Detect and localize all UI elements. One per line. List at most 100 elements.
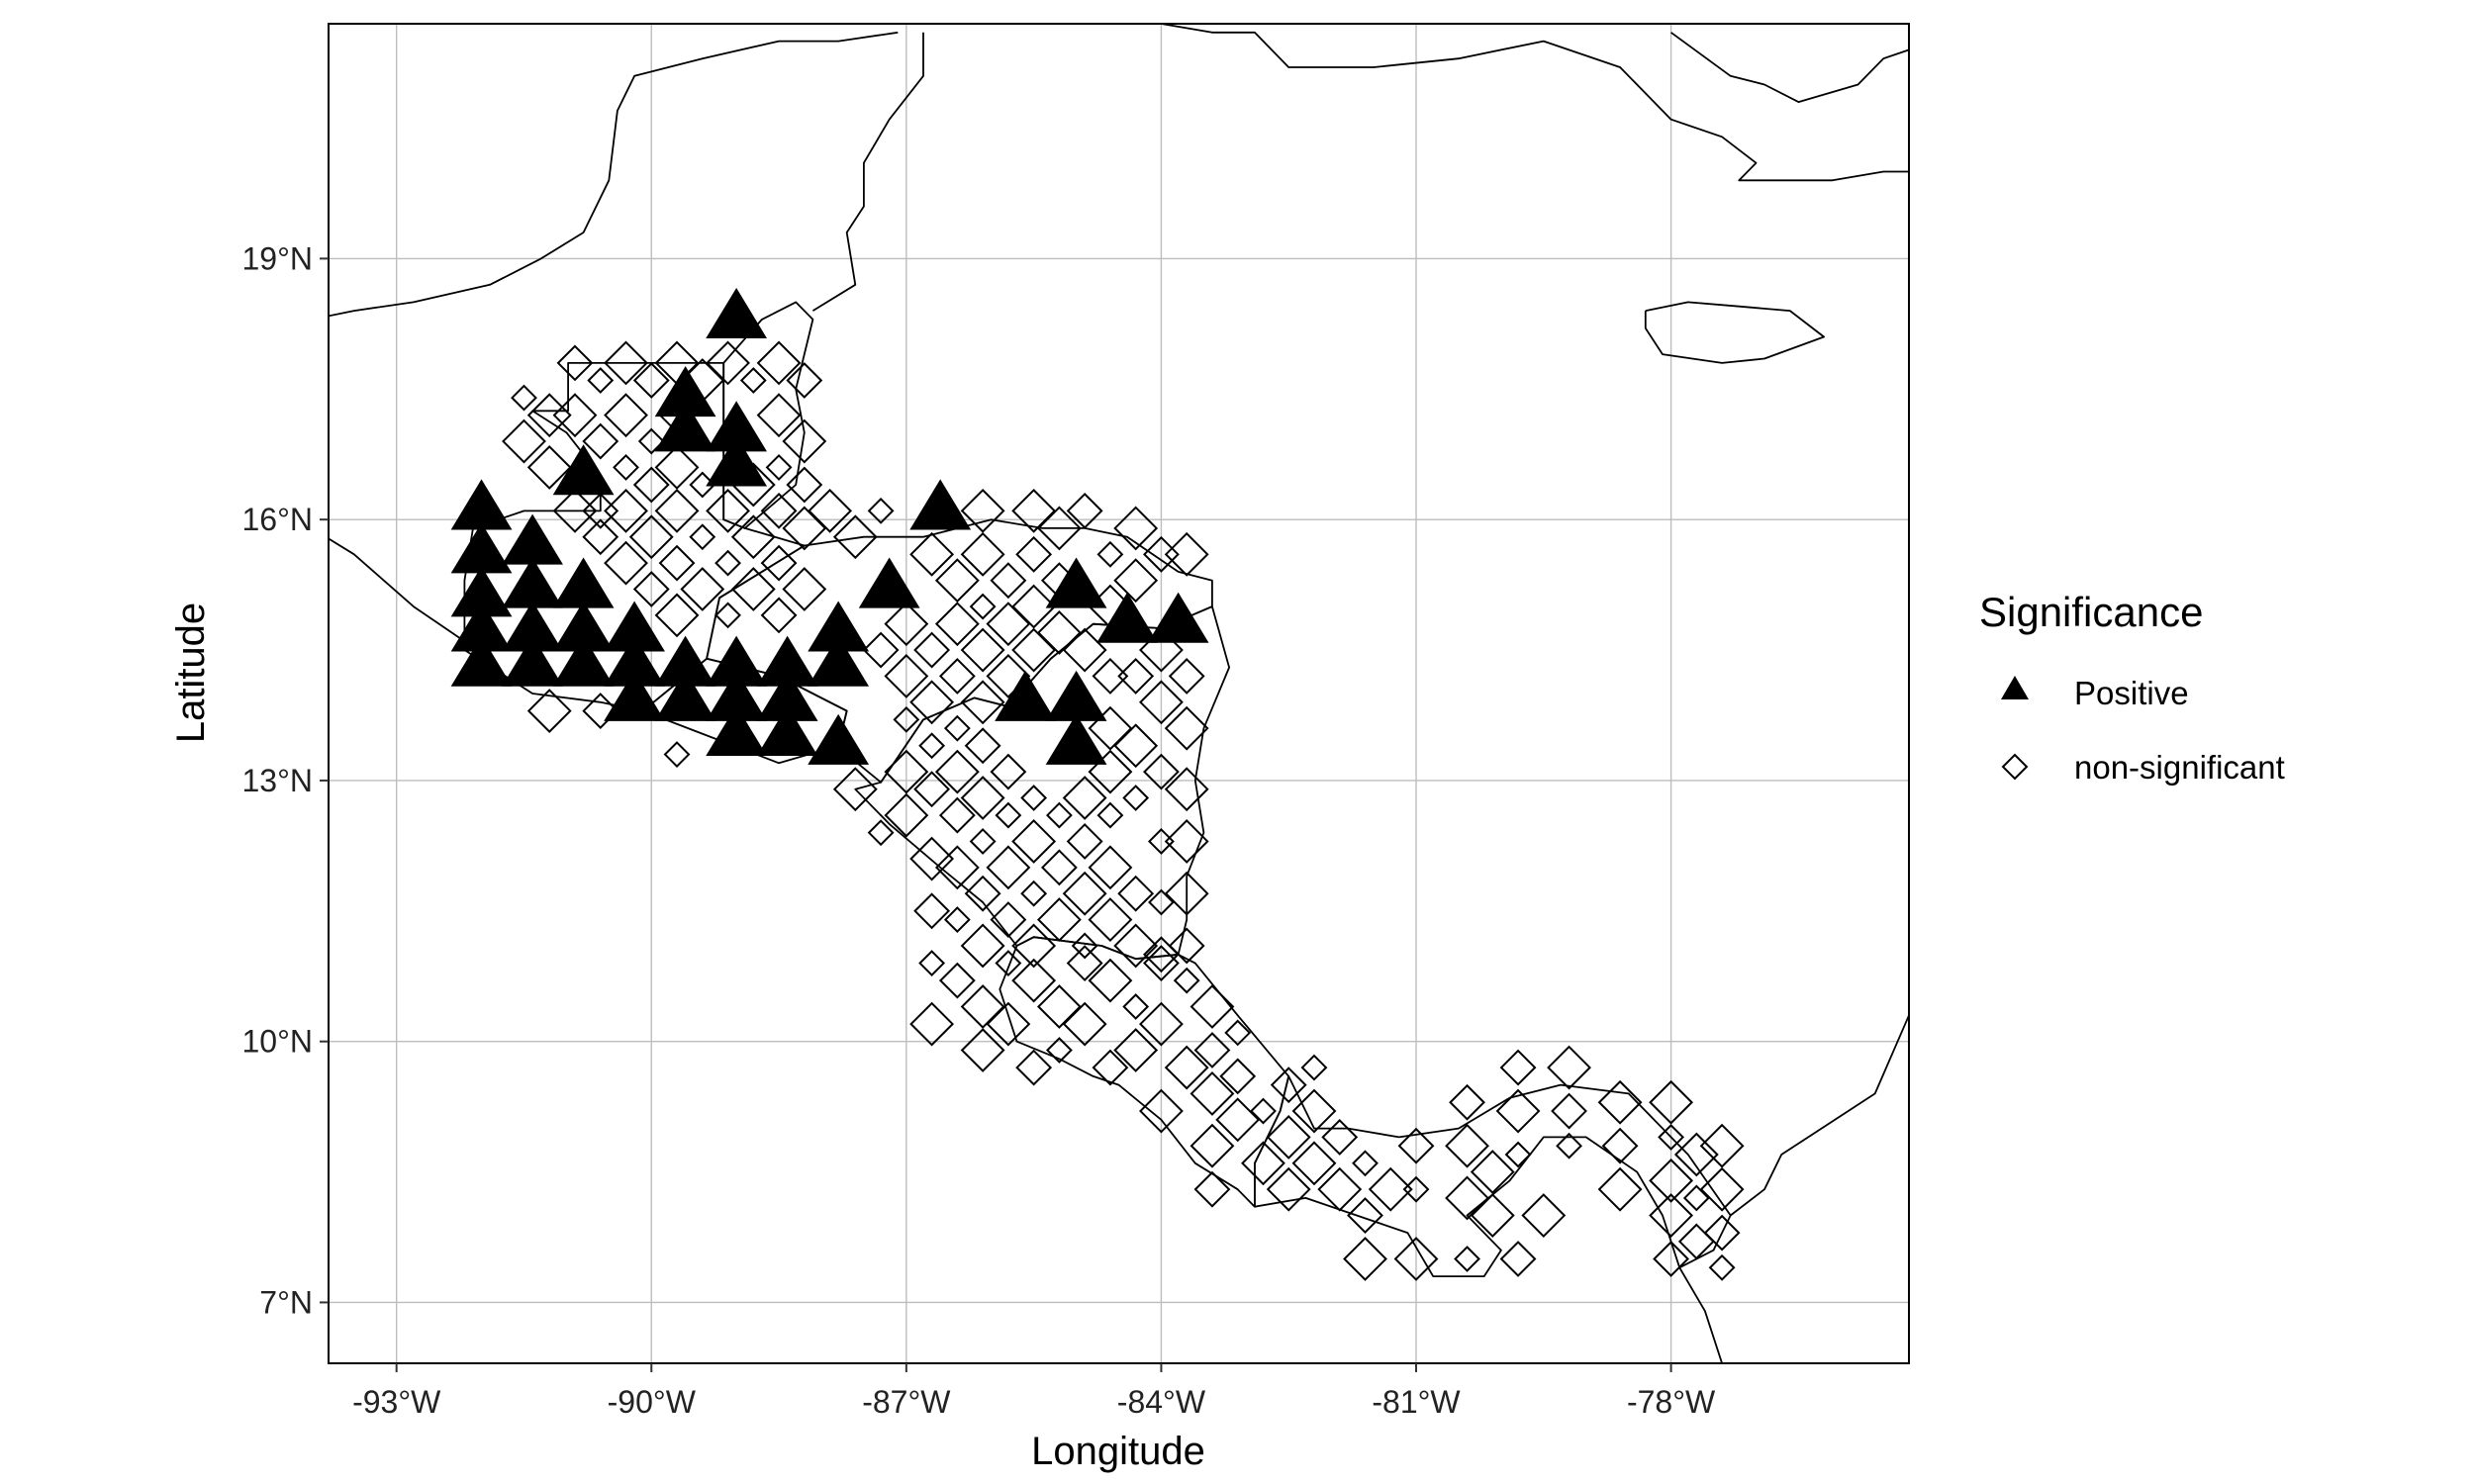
non-significant-point — [909, 531, 955, 577]
non-significant-point — [1036, 610, 1082, 655]
non-significant-point — [1139, 627, 1184, 673]
non-significant-point — [782, 567, 827, 611]
non-significant-point — [1266, 1166, 1311, 1212]
non-significant-point — [613, 453, 639, 481]
non-significant-point — [1092, 1049, 1129, 1086]
positive-point — [706, 435, 768, 487]
non-significant-point — [1071, 932, 1098, 960]
non-significant-point — [884, 792, 929, 838]
positive-point — [808, 635, 870, 687]
positive-point — [706, 287, 768, 339]
non-significant-point — [511, 384, 537, 412]
non-significant-point — [1445, 1123, 1489, 1168]
non-significant-point — [1011, 958, 1057, 1003]
non-significant-point — [654, 444, 700, 490]
non-significant-point — [884, 654, 929, 698]
non-significant-point — [1673, 1132, 1719, 1177]
cuba-south-coast — [1107, 24, 1909, 182]
non-significant-point — [1682, 1184, 1710, 1212]
positive-point — [552, 635, 615, 687]
non-significant-point — [1113, 923, 1159, 969]
non-significant-point — [909, 1001, 955, 1047]
positive-point — [1045, 557, 1107, 608]
non-significant-point — [934, 602, 980, 647]
non-significant-point — [1113, 1028, 1159, 1072]
non-significant-point — [934, 845, 980, 890]
non-significant-point — [913, 892, 951, 930]
non-significant-point — [909, 680, 955, 725]
non-significant-point — [1015, 535, 1053, 573]
non-significant-point — [765, 453, 793, 481]
non-significant-point — [1164, 705, 1209, 751]
non-significant-point — [995, 801, 1022, 829]
legend-label-non-significant: non-significant — [2074, 749, 2285, 786]
non-significant-point — [1470, 1150, 1515, 1194]
non-significant-point — [1454, 1246, 1480, 1272]
non-significant-point — [960, 627, 1005, 673]
non-significant-point — [1402, 1175, 1430, 1203]
non-significant-point — [1601, 1127, 1639, 1164]
non-significant-point — [1036, 897, 1082, 943]
non-significant-point — [995, 950, 1022, 976]
non-significant-point — [986, 845, 1031, 890]
non-significant-point — [1445, 1175, 1489, 1221]
non-significant-point — [1343, 1237, 1387, 1281]
gridlines — [329, 24, 1909, 1363]
non-significant-point — [1088, 958, 1133, 1003]
non-significant-point — [990, 562, 1027, 600]
non-significant-point — [654, 593, 700, 638]
non-significant-point — [663, 741, 691, 768]
positive-point — [756, 704, 818, 757]
y-tick-label: 10°N — [242, 1024, 314, 1060]
non-significant-point — [782, 418, 827, 464]
non-significant-point — [1066, 823, 1103, 860]
non-significant-point — [1699, 1166, 1745, 1212]
non-significant-point — [680, 567, 725, 611]
non-significant-point — [1122, 993, 1150, 1020]
y-tick-label: 13°N — [242, 763, 314, 798]
non-significant-point — [960, 531, 1005, 577]
non-significant-point — [1193, 1032, 1231, 1068]
non-significant-point — [1062, 871, 1107, 916]
non-significant-point — [1045, 801, 1073, 829]
non-significant-point — [1062, 627, 1107, 673]
non-significant-point — [1521, 1193, 1567, 1238]
non-significant-point — [938, 796, 976, 834]
non-significant-point — [1499, 1049, 1537, 1086]
non-significant-point — [1148, 888, 1175, 916]
positive-point — [552, 444, 615, 496]
non-significant-point — [934, 749, 980, 794]
non-significant-point — [582, 693, 619, 729]
non-significant-point — [1066, 945, 1103, 981]
x-tick-label: -87°W — [862, 1384, 951, 1420]
non-significant-point — [1241, 1141, 1285, 1186]
positive-point — [502, 635, 563, 687]
non-significant-point — [604, 488, 648, 533]
positive-point — [808, 713, 870, 765]
non-significant-point — [1270, 1067, 1307, 1104]
non-significant-point — [1495, 1088, 1541, 1134]
non-significant-point — [1547, 1045, 1591, 1090]
non-significant-point — [760, 597, 798, 634]
non-significant-point — [526, 393, 572, 438]
non-significant-point — [502, 418, 546, 464]
non-significant-point — [1088, 897, 1133, 943]
non-significant-point — [867, 497, 895, 524]
non-significant-point — [832, 767, 878, 812]
non-significant-point — [913, 631, 951, 669]
non-significant-point — [1649, 1158, 1694, 1203]
non-significant-point — [786, 362, 823, 399]
non-significant-point — [934, 558, 980, 603]
non-significant-point — [1300, 1054, 1328, 1081]
non-significant-point — [867, 819, 895, 847]
non-significant-point — [1193, 1170, 1231, 1208]
non-significant-point — [1092, 658, 1129, 695]
non-significant-point — [1011, 584, 1057, 629]
non-significant-point — [1551, 1092, 1587, 1130]
coastlines — [329, 24, 1909, 1363]
non-significant-point — [1139, 680, 1184, 725]
non-significant-point — [1096, 801, 1124, 829]
non-significant-point — [918, 732, 946, 760]
non-significant-point — [1173, 967, 1200, 994]
non-significant-point — [964, 875, 1001, 912]
